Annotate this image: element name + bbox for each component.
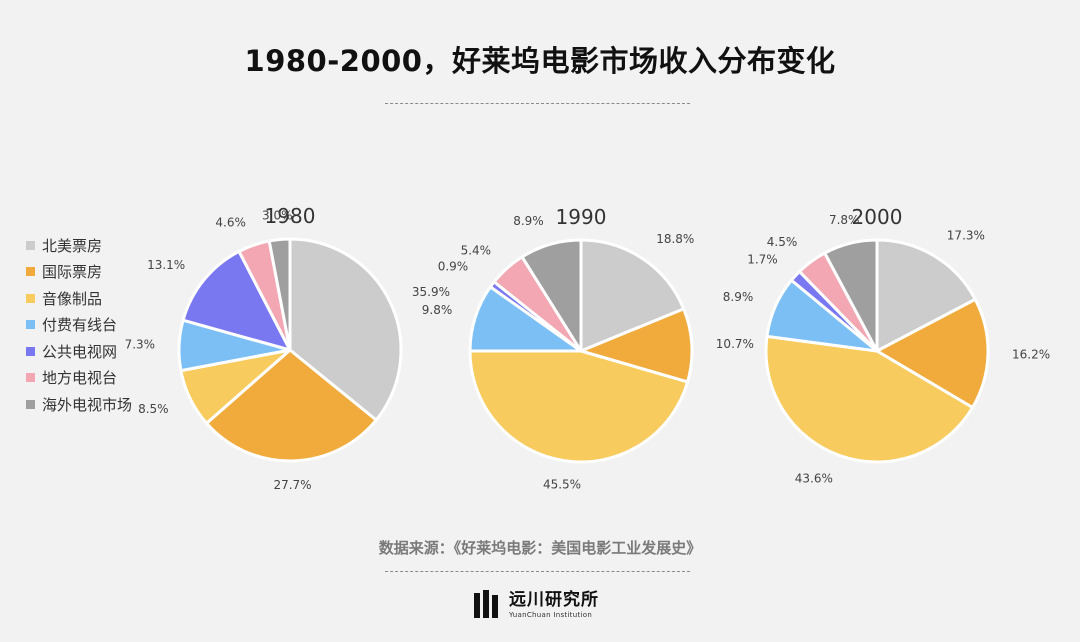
- legend-item: 地方电视台: [26, 365, 132, 392]
- legend-item: 国际票房: [26, 259, 132, 286]
- logo-icon: [474, 590, 498, 618]
- logo: 远川研究所 YuanChuan Institution: [474, 590, 599, 620]
- pie-slice-label: 43.6%: [795, 472, 833, 486]
- source-note: 数据来源：《好莱坞电影：美国电影工业发展史》: [378, 539, 702, 557]
- legend-item: 公共电视网: [26, 338, 132, 365]
- legend: 北美票房国际票房音像制品付费有线台公共电视网地方电视台海外电视市场: [26, 232, 132, 418]
- legend-swatch: [26, 373, 35, 383]
- pie-slice: [205, 348, 378, 463]
- pie-slice-label: 13.1%: [147, 258, 185, 272]
- pie-slice-label: 4.5%: [767, 235, 798, 249]
- pie-slice-label: 0.9%: [438, 259, 469, 273]
- legend-label: 地方电视台: [42, 369, 118, 388]
- pie-slice: [288, 237, 403, 422]
- legend-label: 音像制品: [42, 289, 103, 308]
- pie-slice-label: 5.4%: [461, 243, 492, 257]
- logo-name-en: YuanChuan Institution: [509, 610, 593, 619]
- legend-label: 北美票房: [42, 236, 103, 255]
- pie-slice-label: 35.9%: [412, 285, 450, 299]
- legend-item: 北美票房: [26, 232, 132, 259]
- legend-item: 海外电视市场: [26, 391, 132, 418]
- legend-swatch: [26, 293, 35, 303]
- legend-label: 海外电视市场: [42, 395, 133, 414]
- legend-item: 付费有线台: [26, 312, 132, 339]
- pie-slice: [823, 238, 879, 353]
- pie-1980: 1980 35.9% 27.7% 8.5% 7.3% 13.1% 4.6% 3.0%: [125, 204, 450, 492]
- pie-slice: [764, 334, 975, 464]
- pie-slice: [579, 238, 686, 353]
- legend-swatch: [26, 320, 35, 330]
- source-divider: [385, 571, 690, 572]
- pie-2000: 2000 17.3% 16.2% 43.6% 8.9% 1.7% 4.5% 7.8%: [723, 205, 1050, 486]
- pie-slice-label: 27.7%: [273, 478, 311, 492]
- page-title: 1980-2000，好莱坞电影市场收入分布变化: [244, 44, 836, 78]
- pie-title: 1980: [265, 204, 316, 228]
- pie-slice-label: 8.5%: [138, 402, 169, 416]
- pie-slice-label: 1.7%: [747, 253, 778, 267]
- pie-slice-label: 16.2%: [1012, 347, 1050, 361]
- legend-swatch: [26, 240, 35, 250]
- pie-slice-label: 4.6%: [215, 215, 246, 229]
- title-divider: [385, 103, 690, 104]
- pie-slice: [468, 349, 690, 464]
- legend-swatch: [26, 346, 35, 356]
- pie-slice: [267, 237, 292, 352]
- legend-swatch: [26, 399, 35, 409]
- pie-slice-label: 18.8%: [656, 232, 694, 246]
- legend-label: 付费有线台: [42, 316, 118, 335]
- pie-title: 2000: [852, 205, 903, 229]
- pie-slice: [520, 238, 583, 353]
- pie-slice-label: 10.7%: [716, 337, 754, 351]
- pie-slice-label: 8.9%: [723, 290, 754, 304]
- legend-item: 音像制品: [26, 285, 132, 312]
- pie-slice-label: 17.3%: [947, 229, 985, 243]
- pie-slice-label: 9.8%: [422, 303, 453, 317]
- pie-slice-label: 45.5%: [543, 478, 581, 492]
- pie-1990: 1990 18.8% 10.7% 45.5% 9.8% 0.9% 5.4% 8.9%: [422, 205, 754, 492]
- legend-label: 公共电视网: [42, 342, 118, 361]
- pie-slice-label: 7.3%: [125, 337, 156, 351]
- pie-slice-label: 8.9%: [513, 214, 544, 228]
- pie-slice-label: 7.8%: [829, 213, 860, 227]
- pie-title: 1990: [556, 205, 607, 229]
- logo-name-cn: 远川研究所: [509, 589, 599, 610]
- pie-slice: [181, 249, 292, 352]
- pie-slice: [875, 238, 977, 353]
- legend-swatch: [26, 267, 35, 277]
- pie-slice-label: 3.0%: [262, 209, 293, 223]
- legend-label: 国际票房: [42, 263, 103, 282]
- pie-slice: [875, 297, 990, 409]
